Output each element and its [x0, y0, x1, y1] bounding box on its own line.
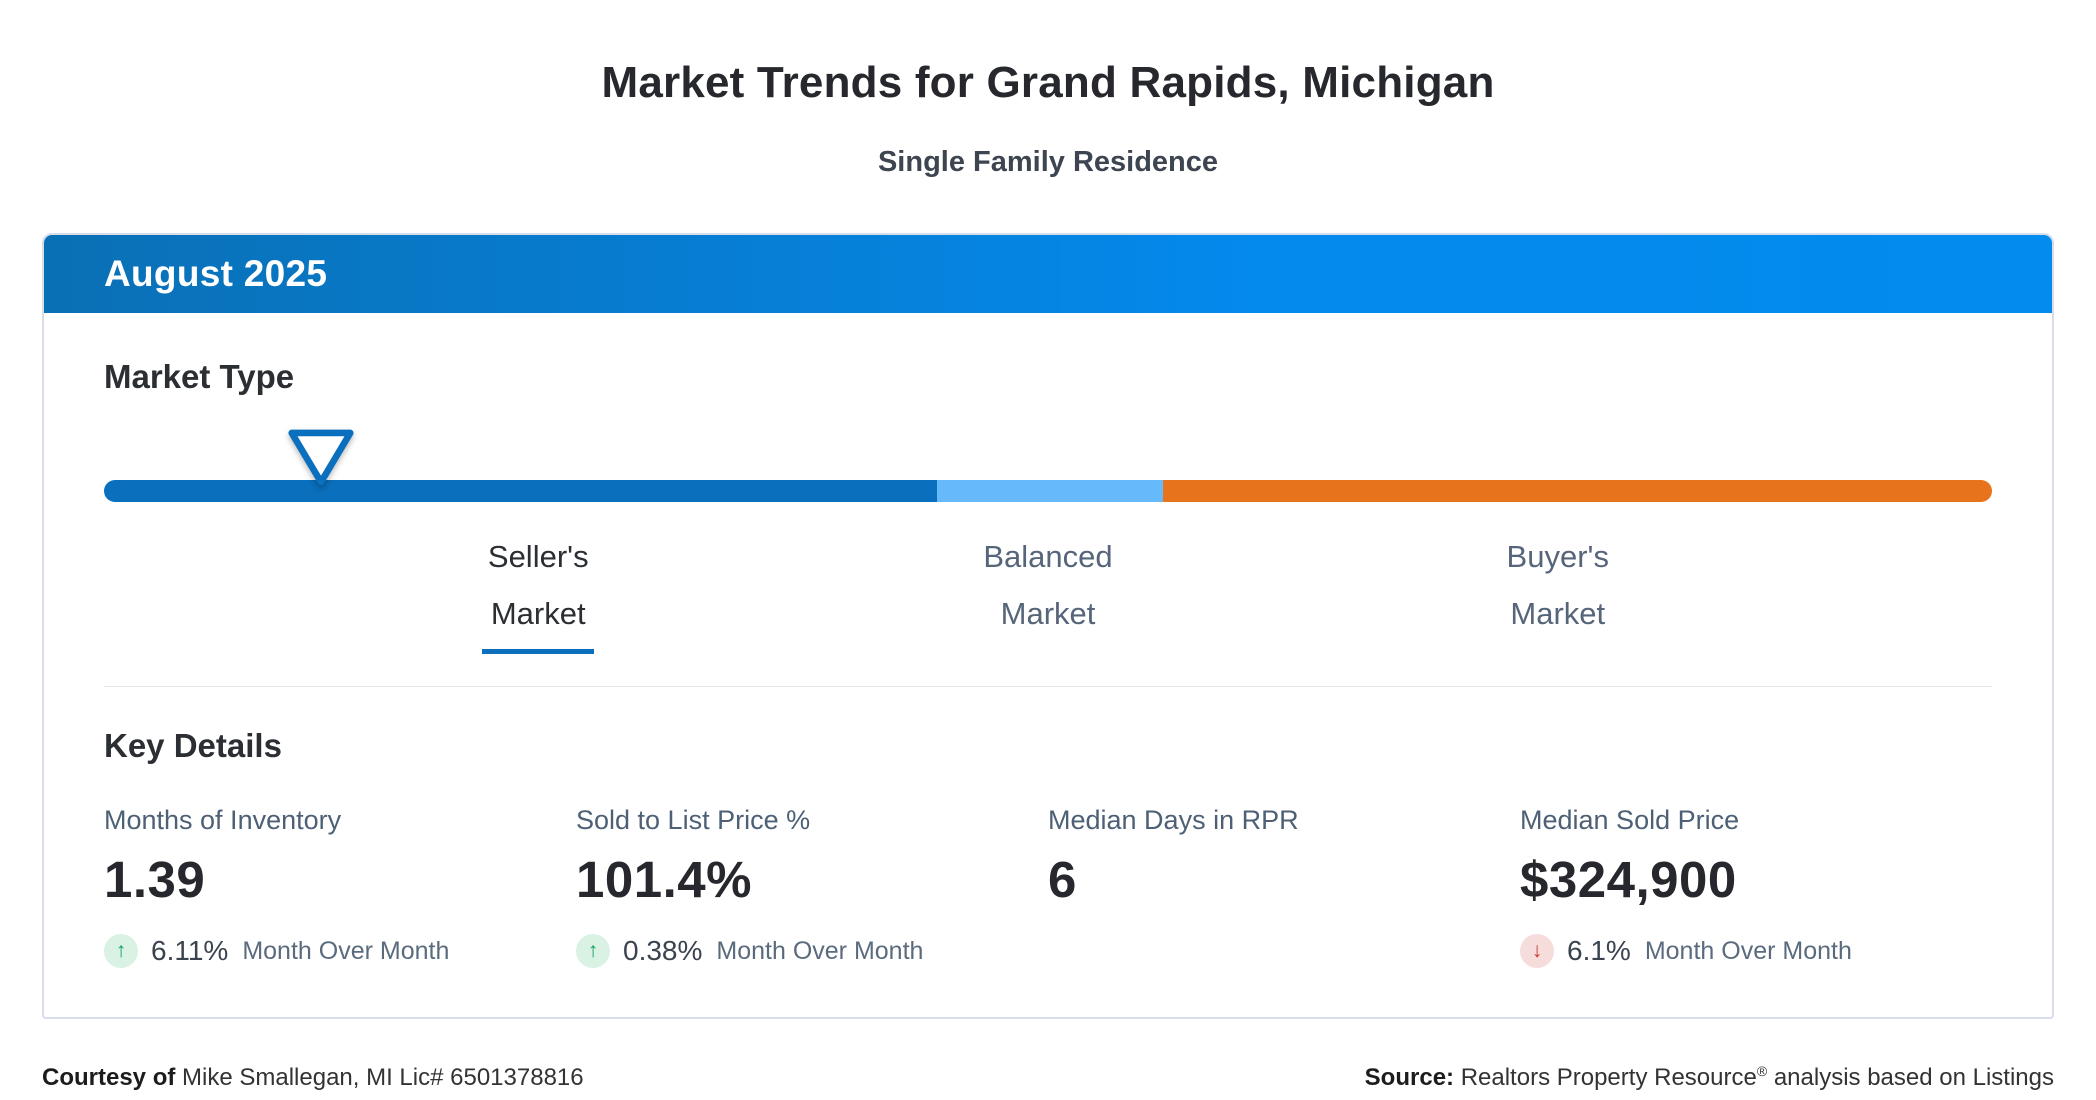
- stat-value: $324,900: [1520, 851, 1737, 908]
- stat-label: Months of Inventory: [104, 805, 342, 835]
- source-text: Realtors Property Resource: [1454, 1064, 1757, 1091]
- source-label: Source:: [1364, 1064, 1455, 1091]
- stat-change: ↑ 6.11% Month Over Month: [104, 933, 576, 969]
- stat-value: 1.39: [104, 851, 206, 908]
- stat-value: 101.4%: [576, 851, 752, 908]
- key-details-heading: Key Details: [104, 727, 282, 764]
- label-sellers-market: Seller's Market: [482, 528, 595, 654]
- market-type-labels: Seller's Market Balanced Market Buyer's …: [104, 528, 1992, 674]
- market-type-heading: Market Type: [104, 358, 295, 395]
- change-caption: Month Over Month: [242, 936, 450, 965]
- key-details-stats: Months of Inventory 1.39 ↑ 6.11% Month O…: [104, 805, 1992, 969]
- source-attribution: Source: Realtors Property Resource® anal…: [1365, 1063, 2054, 1092]
- stat-change: ↓ 6.1% Month Over Month: [1520, 933, 1992, 969]
- change-percent: 6.1%: [1567, 935, 1631, 966]
- sellers-zone-segment: [104, 480, 937, 502]
- card-header: August 2025: [44, 235, 2052, 313]
- gauge-marker-triangle-icon: [287, 428, 355, 487]
- source-suffix: analysis based on Listings: [1767, 1064, 2054, 1091]
- stat-value: 6: [1048, 851, 1077, 908]
- trends-card: August 2025 Market Type Seller's: [42, 233, 2054, 1019]
- balanced-zone-segment: [936, 480, 1164, 502]
- registered-trademark-symbol: ®: [1756, 1063, 1768, 1079]
- section-divider: [104, 686, 1992, 687]
- up-arrow-icon: ↑: [104, 934, 138, 968]
- report-footer: Courtesy of Mike Smallegan, MI Lic# 6501…: [0, 1063, 2096, 1092]
- change-percent: 0.38%: [623, 935, 703, 966]
- active-market-underline: [482, 649, 595, 654]
- stat-label: Median Days in RPR: [1048, 805, 1299, 835]
- stat-change: ↑ 0.38% Month Over Month: [576, 933, 1048, 969]
- card-body: Market Type Seller's Market: [44, 313, 2052, 1017]
- change-caption: Month Over Month: [716, 936, 924, 965]
- change-caption: Month Over Month: [1644, 936, 1852, 965]
- down-arrow-icon: ↓: [1520, 934, 1554, 968]
- page-subtitle: Single Family Residence: [877, 146, 1219, 178]
- stat-months-of-inventory: Months of Inventory 1.39 ↑ 6.11% Month O…: [104, 805, 576, 969]
- period-label: August 2025: [104, 253, 328, 294]
- courtesy-text: Mike Smallegan, MI Lic# 6501378816: [175, 1064, 584, 1091]
- stat-median-days-in-rpr: Median Days in RPR 6: [1048, 805, 1520, 969]
- stat-label: Median Sold Price: [1520, 805, 1740, 835]
- courtesy-attribution: Courtesy of Mike Smallegan, MI Lic# 6501…: [42, 1064, 584, 1092]
- stat-median-sold-price: Median Sold Price $324,900 ↓ 6.1% Month …: [1520, 805, 1992, 969]
- label-buyers-market: Buyer's Market: [1506, 539, 1609, 631]
- buyers-zone-segment: [1163, 480, 1992, 502]
- change-percent: 6.11%: [151, 935, 229, 966]
- market-type-gauge: [104, 429, 1992, 502]
- gauge-track: [104, 480, 1992, 502]
- up-arrow-icon: ↑: [576, 934, 610, 968]
- label-balanced-market: Balanced Market: [983, 539, 1113, 631]
- stat-sold-to-list-price: Sold to List Price % 101.4% ↑ 0.38% Mont…: [576, 805, 1048, 969]
- courtesy-label: Courtesy of: [42, 1064, 176, 1091]
- page-title: Market Trends for Grand Rapids, Michigan: [601, 58, 1495, 107]
- stat-label: Sold to List Price %: [576, 805, 811, 835]
